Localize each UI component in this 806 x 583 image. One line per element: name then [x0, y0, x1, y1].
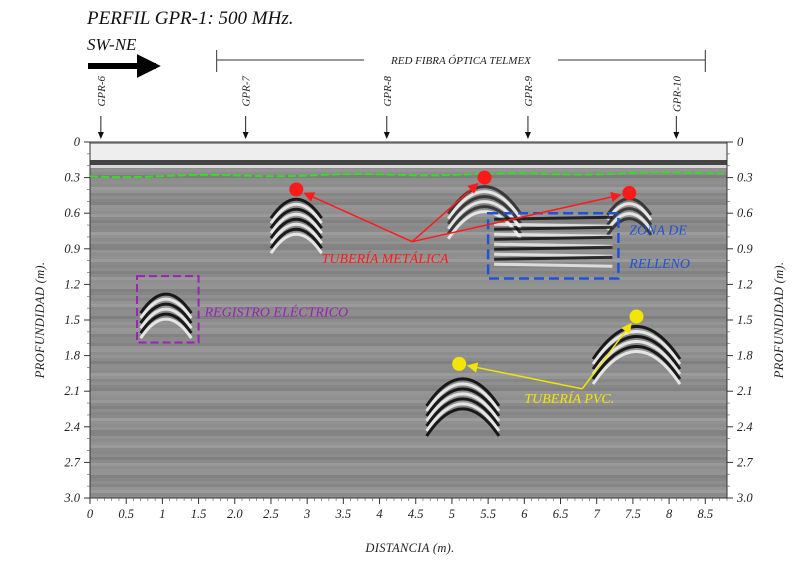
y-axis-title-left: PROFUNDIDAD (m).: [33, 262, 47, 380]
figure-title: PERFIL GPR-1: 500 MHz.: [86, 8, 294, 29]
y-tick-label-right: 3.0: [736, 491, 753, 505]
y-tick-label-right: 0.3: [737, 171, 753, 185]
y-tick-label-right: 2.7: [737, 455, 753, 469]
y-tick-label-left: 0.3: [64, 171, 80, 185]
x-tick-label: 4: [376, 507, 382, 521]
y-tick-label-right: 1.2: [737, 277, 753, 291]
y-tick-label-left: 0: [74, 135, 81, 149]
y-tick-label-left: 1.8: [64, 349, 80, 363]
metal-pipe-points: [289, 170, 637, 201]
network-span-label: RED FIBRA ÓPTICA TELMEX: [390, 55, 532, 67]
metal-pipe-point: [622, 186, 637, 201]
metal-pipe-label: TUBERÍA METÁLICA: [322, 250, 449, 267]
fill-zone-box: [486, 211, 620, 280]
fill-zone-label-line1: ZONA DE: [629, 224, 687, 239]
gpr-marker-arrowhead: [242, 132, 249, 139]
gpr-marker-arrowhead: [383, 132, 390, 139]
metal-pipe-arrow: [411, 191, 622, 243]
x-tick-label: 1: [159, 507, 165, 521]
electric-registry-box: [136, 275, 200, 344]
gpr-marker-label: GPR-10: [671, 76, 683, 113]
y-tick-label-right: 0.9: [737, 242, 753, 256]
y-axis-left-ticks: 0 0.3 0.6 0.9 1.2 1.5 1.8 2.1 2.4 2.7 3.0: [63, 135, 90, 505]
x-tick-label: 2.5: [263, 507, 279, 521]
x-tick-label: 4.5: [408, 507, 424, 521]
y-tick-label-left: 1.5: [64, 313, 80, 327]
x-tick-label: 3.5: [335, 507, 352, 521]
y-tick-label-right: 1.5: [737, 313, 753, 327]
x-axis-ticks: 0 0.5 1 1.5 2.0 2.5 3 3.5 4 4.5 5 5.5 6 6.5 7 7.5 8 8.5: [87, 498, 728, 521]
direction-label: SW-NE: [87, 35, 137, 54]
x-axis-title: DISTANCIA (m).: [364, 541, 454, 555]
x-tick-label: 7: [594, 507, 601, 521]
y-tick-label-left: 2.1: [64, 384, 80, 398]
fill-zone-label-line2: RELLENO: [628, 257, 690, 272]
metal-pipe-arrows: [303, 182, 622, 243]
x-tick-label: 6: [521, 507, 528, 521]
pvc-pipe-points: [452, 309, 644, 371]
gpr-markers: GPR-6 GPR-7 GPR-8 GPR-9 GPR-10: [96, 76, 683, 139]
gpr-marker-label: GPR-7: [241, 76, 253, 107]
pvc-pipe-arrows: [466, 322, 632, 390]
electric-registry-label: REGISTRO ELÉCTRICO: [204, 304, 348, 321]
y-tick-label-left: 2.7: [64, 455, 80, 469]
y-tick-label-left: 3.0: [63, 491, 80, 505]
gpr-marker-label: GPR-9: [523, 76, 535, 107]
x-tick-label: 2.0: [227, 507, 243, 521]
y-tick-label-right: 1.8: [737, 349, 753, 363]
y-tick-label-right: 0: [737, 135, 744, 149]
x-tick-label: 0.5: [118, 507, 134, 521]
gpr-marker-label: GPR-6: [96, 76, 108, 107]
metal-pipe-point: [477, 170, 492, 185]
y-tick-label-left: 1.2: [64, 277, 80, 291]
y-tick-label-left: 0.9: [64, 242, 80, 256]
ground-surface-line: [89, 171, 724, 179]
y-tick-label-right: 2.1: [737, 384, 753, 398]
x-tick-label: 8: [666, 507, 673, 521]
pvc-pipe-arrow: [581, 322, 632, 390]
x-tick-label: 6.5: [553, 507, 569, 521]
y-tick-label-left: 2.4: [64, 420, 80, 434]
pvc-pipe-label: TUBERÍA PVC.: [524, 390, 614, 407]
pvc-pipe-point: [629, 309, 644, 324]
x-tick-label: 5.5: [480, 507, 496, 521]
y-tick-label-right: 0.6: [737, 206, 753, 220]
x-tick-label: 1.5: [191, 507, 207, 521]
network-span: RED FIBRA ÓPTICA TELMEX: [216, 50, 706, 72]
y-tick-label-left: 0.6: [64, 206, 80, 220]
gpr-marker-arrowhead: [524, 132, 531, 139]
y-axis-right-ticks: 0 0.3 0.6 0.9 1.2 1.5 1.8 2.1 2.4 2.7 3.0: [727, 135, 753, 505]
gpr-marker-label: GPR-8: [382, 76, 394, 107]
pvc-pipe-arrow: [466, 362, 583, 390]
y-axis-title-right: PROFUNDIDAD (m).: [772, 262, 786, 380]
gpr-marker-arrowhead: [673, 132, 680, 139]
metal-pipe-arrow: [303, 192, 413, 243]
radargram: [90, 142, 727, 498]
x-tick-label: 7.5: [625, 507, 641, 521]
metal-pipe-arrow: [411, 182, 479, 243]
x-tick-label: 5: [449, 507, 455, 521]
pvc-pipe-point: [452, 356, 467, 371]
x-tick-label: 0: [87, 507, 94, 521]
y-tick-label-right: 2.4: [737, 420, 753, 434]
x-tick-label: 3: [303, 507, 310, 521]
metal-pipe-point: [289, 182, 304, 197]
gpr-marker-arrowhead: [97, 132, 104, 139]
x-tick-label: 8.5: [697, 507, 713, 521]
